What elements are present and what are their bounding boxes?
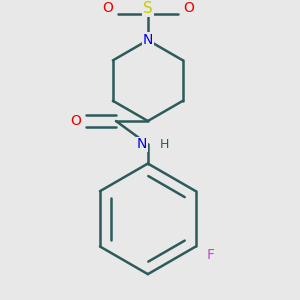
Text: O: O (102, 1, 113, 15)
Text: O: O (70, 114, 81, 128)
Text: H: H (160, 138, 170, 151)
Text: N: N (136, 137, 147, 152)
Text: S: S (143, 1, 153, 16)
Text: F: F (207, 248, 215, 262)
Text: O: O (183, 1, 194, 15)
Text: N: N (143, 33, 153, 47)
